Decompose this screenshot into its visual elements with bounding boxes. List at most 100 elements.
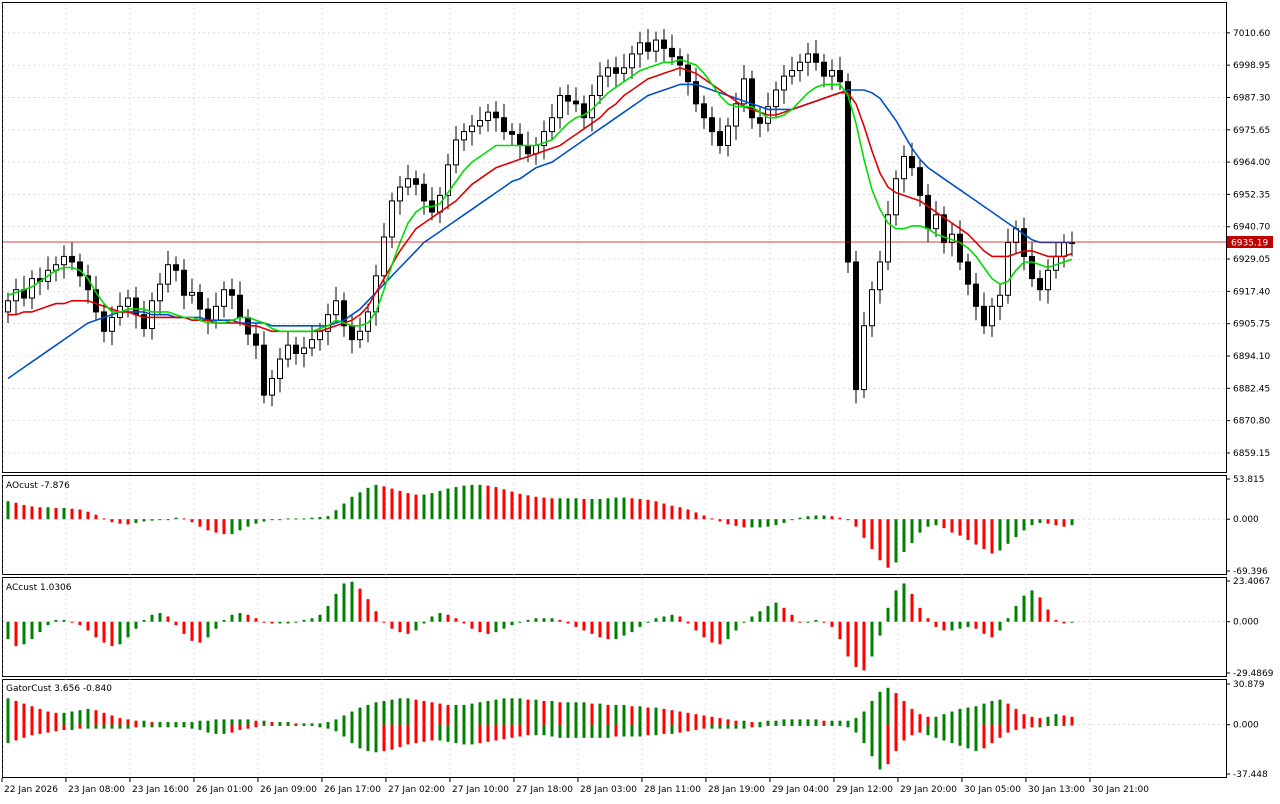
- gator-upper-bar: [382, 700, 386, 725]
- ac-bar: [630, 621, 634, 633]
- gator-lower-bar: [670, 724, 674, 734]
- ao-bar: [470, 484, 474, 520]
- gator-upper-bar: [646, 707, 650, 725]
- gator-upper-bar: [126, 719, 130, 725]
- candle-body: [421, 183, 427, 202]
- current-price-tag: [1227, 236, 1273, 249]
- ac-bar: [958, 621, 962, 629]
- ao-bar: [310, 517, 314, 520]
- ac-bar: [582, 621, 586, 631]
- gator-lower-bar: [774, 724, 778, 726]
- ao-bar: [358, 492, 362, 520]
- ao-bar: [1046, 519, 1050, 524]
- ac-bar: [398, 621, 402, 633]
- gator-upper-bar: [326, 722, 330, 725]
- candle-body: [157, 283, 163, 302]
- candle-body: [957, 233, 963, 263]
- gator-upper-bar: [446, 704, 450, 725]
- candle-body: [125, 297, 131, 307]
- gator-upper-bar: [886, 687, 890, 725]
- gator-lower-bar: [886, 724, 890, 765]
- gator-lower-bar: [22, 724, 26, 738]
- ac-bar: [790, 614, 794, 622]
- candle-body: [349, 325, 355, 341]
- gator-lower-bar: [726, 724, 730, 729]
- candle-body: [885, 214, 891, 263]
- gator-lower-bar: [998, 724, 1002, 738]
- ac-bar: [878, 621, 882, 636]
- candle-body: [989, 305, 995, 327]
- ac-bar: [310, 618, 314, 622]
- gator-lower-bar: [542, 724, 546, 736]
- gator-lower-bar: [278, 724, 282, 726]
- gator-upper-bar: [878, 691, 882, 725]
- gator-lower-bar: [446, 724, 450, 742]
- time-tick-label: 30 Jan 13:00: [1028, 785, 1085, 795]
- gator-lower-bar: [966, 724, 970, 749]
- ao-bar: [958, 519, 962, 536]
- candle-body: [237, 294, 243, 318]
- ac-bar: [358, 588, 362, 622]
- candle-body: [789, 70, 795, 77]
- gator-upper-bar: [614, 704, 618, 725]
- ao-bar: [774, 519, 778, 526]
- gator-lower-bar: [150, 724, 154, 728]
- gator-lower-bar: [1014, 724, 1018, 730]
- price-tick-label: 7010.60: [1233, 29, 1270, 39]
- ac-bar: [6, 621, 10, 640]
- candle-body: [277, 358, 283, 379]
- gator-lower-bar: [534, 724, 538, 736]
- ac-tick-label: -29.4869: [1233, 669, 1274, 679]
- ac-bar: [822, 621, 826, 623]
- ao-bar: [526, 495, 530, 520]
- gator-lower-bar: [494, 724, 498, 741]
- candle-body: [725, 125, 731, 146]
- candle-body: [13, 289, 19, 302]
- candle-body: [253, 333, 259, 346]
- gator-histogram: [6, 687, 1074, 770]
- ao-bar: [246, 519, 250, 527]
- gator-lower-bar: [702, 724, 706, 729]
- ao-bar: [62, 507, 66, 520]
- ac-bar: [238, 613, 242, 622]
- gator-lower-bar: [158, 724, 162, 728]
- candle-body: [381, 236, 387, 277]
- candle-body: [501, 117, 507, 133]
- gator-upper-bar: [462, 704, 466, 725]
- candle-body: [453, 139, 459, 166]
- gator-upper-bar: [190, 722, 194, 725]
- gator-upper-bar: [318, 723, 322, 725]
- ac-bar: [30, 621, 34, 640]
- candle-body: [269, 377, 275, 396]
- price-tick-label: 6859.15: [1233, 449, 1270, 459]
- candle-body: [701, 103, 707, 119]
- gator-upper-bar: [1022, 714, 1026, 725]
- ao-bar: [542, 497, 546, 520]
- ao-bar: [350, 496, 354, 520]
- candle-body: [637, 42, 643, 55]
- ao-bar: [590, 499, 594, 520]
- ac-bar: [678, 616, 682, 622]
- ao-bar: [342, 503, 346, 520]
- gator-upper-bar: [22, 703, 26, 725]
- candle-body: [773, 89, 779, 108]
- gator-upper-bar: [414, 699, 418, 725]
- ao-pane[interactable]: [2, 475, 1227, 575]
- ac-bar: [454, 618, 458, 622]
- price-tick-label: 6894.10: [1233, 352, 1270, 362]
- candle-body: [469, 125, 475, 133]
- gator-upper-bar: [14, 700, 18, 725]
- gator-lower-bar: [638, 724, 642, 737]
- ao-bar: [110, 519, 114, 523]
- ao-bar: [270, 519, 274, 521]
- gator-lower-bar: [334, 724, 338, 732]
- ac-bar: [798, 621, 802, 623]
- gator-lower-bar: [694, 724, 698, 730]
- ac-bar: [558, 619, 562, 622]
- ac-bar: [486, 621, 490, 634]
- gator-lower-bar: [654, 724, 658, 736]
- candle-body: [341, 300, 347, 327]
- gator-upper-bar: [534, 699, 538, 725]
- gator-lower-bar: [710, 724, 714, 729]
